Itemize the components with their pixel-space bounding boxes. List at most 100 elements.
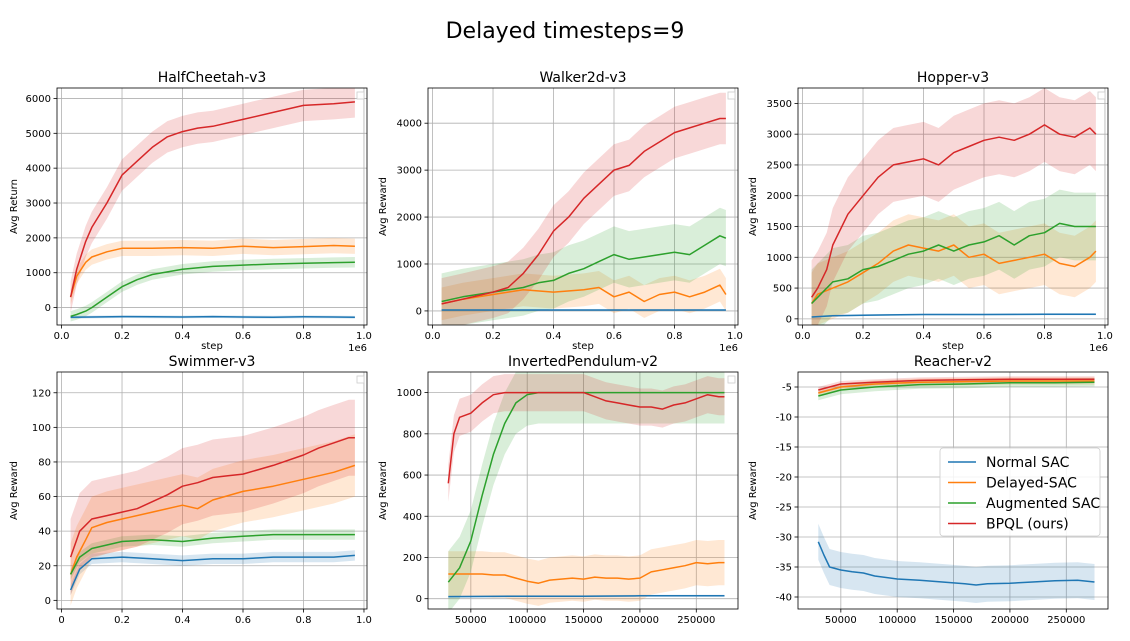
series-band-delayed: [70, 434, 355, 606]
y-tick-label: 20: [38, 561, 51, 572]
x-tick-label: 100000: [508, 615, 546, 626]
panel-0: HalfCheetah-v3 0.0 0.2 0.4 0.6 0.8 1.0 0 1000 200…: [9, 70, 372, 354]
series-line-bpql: [441, 117, 726, 305]
series-line-delayed: [441, 284, 727, 305]
y-tick-label: -15: [776, 443, 792, 454]
series-band-delayed: [70, 237, 355, 305]
y-axis-label: Avg Reward: [748, 461, 759, 520]
empty-legend-box: [727, 91, 736, 100]
series-band-delayed: [448, 540, 725, 606]
y-axis-label: Avg Reward: [378, 177, 389, 236]
series-band-bpql: [70, 399, 355, 596]
series-line-delayed: [810, 244, 1097, 304]
y-axis-label: Avg Reward: [9, 461, 20, 520]
y-tick-label: 120: [32, 388, 51, 399]
axes-frame: [427, 371, 739, 610]
series-line-delayed: [69, 244, 355, 298]
legend-entry: Delayed-SAC: [986, 476, 1077, 492]
y-tick-label: 0: [416, 306, 422, 317]
series-line-augmented: [811, 222, 1096, 305]
legend-entry: Augmented SAC: [986, 496, 1100, 512]
panel-3: Swimmer-v3 0 0.2 0.4 0.6 0.8 1.0 0 20 40 60 80 100 12…: [9, 354, 372, 626]
y-tick-label: -30: [776, 533, 792, 544]
y-tick-label: 400: [403, 512, 422, 523]
y-tick-label: 80: [38, 457, 51, 468]
x-tick-label: 0.0: [795, 331, 811, 342]
legend-entry: Normal SAC: [986, 455, 1070, 471]
y-tick-label: 0: [786, 314, 792, 325]
y-tick-label: 0: [45, 596, 51, 607]
y-tick-label: 0: [416, 594, 422, 605]
y-tick-label: 3000: [26, 199, 51, 210]
y-tick-label: 1000: [767, 253, 792, 264]
y-axis-label: Avg Reward: [378, 461, 389, 520]
x-tick-label: 250000: [1047, 615, 1085, 626]
series-line-bpql: [69, 101, 355, 298]
series-line-delayed: [818, 380, 1095, 394]
x-tick-label: 0.2: [114, 331, 130, 342]
empty-legend-box: [356, 91, 365, 100]
panel-2: Hopper-v3 0.0 0.2 0.4 0.6 0.8 1.0 0 500 1000 1500 2…: [748, 70, 1113, 354]
x-offset-label: 1e6: [719, 343, 738, 354]
x-tick-label: 250000: [677, 615, 715, 626]
x-tick-label: 0.6: [235, 615, 251, 626]
y-tick-label: 40: [38, 527, 51, 538]
x-tick-label: 1.0: [356, 331, 372, 342]
series-line-augmented: [69, 533, 355, 575]
series-band-augmented: [70, 529, 355, 580]
y-tick-label: -35: [776, 563, 792, 574]
y-axis-label: Avg Reward: [748, 177, 759, 236]
series-line-bpql: [69, 436, 355, 558]
x-tick-label: 0.0: [54, 331, 70, 342]
y-tick-label: 4000: [397, 119, 422, 130]
empty-legend-box: [356, 375, 365, 384]
x-tick-label: 0.4: [175, 615, 191, 626]
y-tick-label: 3000: [397, 166, 422, 177]
series-band-augmented: [441, 207, 726, 325]
series-line-augmented: [441, 235, 727, 303]
x-tick-label: 150000: [564, 615, 602, 626]
x-tick-label: 0.2: [114, 615, 130, 626]
x-tick-label: 0.6: [606, 331, 622, 342]
y-tick-label: 200: [403, 553, 422, 564]
panel-1: Walker2d-v3 0.0 0.2 0.4 0.6 0.8 1.0 0 1000 2000 30…: [378, 70, 743, 354]
y-tick-label: 600: [403, 471, 422, 482]
series-band-augmented: [448, 372, 725, 609]
legend: Normal SAC Delayed-SAC Augmented SAC BPQL (…: [939, 447, 1101, 537]
panel-title: InvertedPendulum-v2: [508, 354, 658, 370]
empty-legend-box: [727, 375, 736, 384]
y-tick-label: 60: [38, 492, 51, 503]
axes-frame: [797, 87, 1109, 326]
x-tick-label: 0.6: [976, 331, 992, 342]
x-offset-label: 1e6: [1089, 343, 1108, 354]
series-line-normal: [448, 595, 725, 598]
series-line-augmented: [70, 261, 355, 318]
x-tick-label: 0.8: [667, 331, 683, 342]
plot-area: [441, 92, 727, 325]
series-line-bpql: [447, 391, 725, 484]
y-tick-label: -25: [776, 503, 792, 514]
x-tick-label: 1.0: [1097, 331, 1113, 342]
series-line-normal: [811, 313, 1096, 318]
x-tick-label: 0.2: [855, 331, 871, 342]
x-tick-label: 0.8: [1037, 331, 1053, 342]
x-axis-label: step: [572, 341, 594, 352]
empty-legend-box: [1097, 91, 1106, 100]
y-tick-label: 1000: [397, 259, 422, 270]
series-band-bpql: [70, 88, 355, 313]
y-tick-label: 100: [32, 423, 51, 434]
plot-area: [69, 88, 355, 322]
x-tick-label: 0.0: [425, 331, 441, 342]
x-tick-label: 100000: [878, 615, 916, 626]
series-band-delayed: [441, 268, 726, 321]
x-tick-label: 1.0: [727, 331, 743, 342]
y-tick-label: 3000: [767, 130, 792, 141]
panel-title: Hopper-v3: [917, 70, 989, 86]
series-band-augmented: [811, 189, 1096, 325]
x-tick-label: 0.8: [296, 331, 312, 342]
y-tick-label: 2000: [397, 213, 422, 224]
plot-area: [69, 399, 356, 606]
y-tick-label: 1000: [397, 388, 422, 399]
x-tick-label: 0.8: [296, 615, 312, 626]
